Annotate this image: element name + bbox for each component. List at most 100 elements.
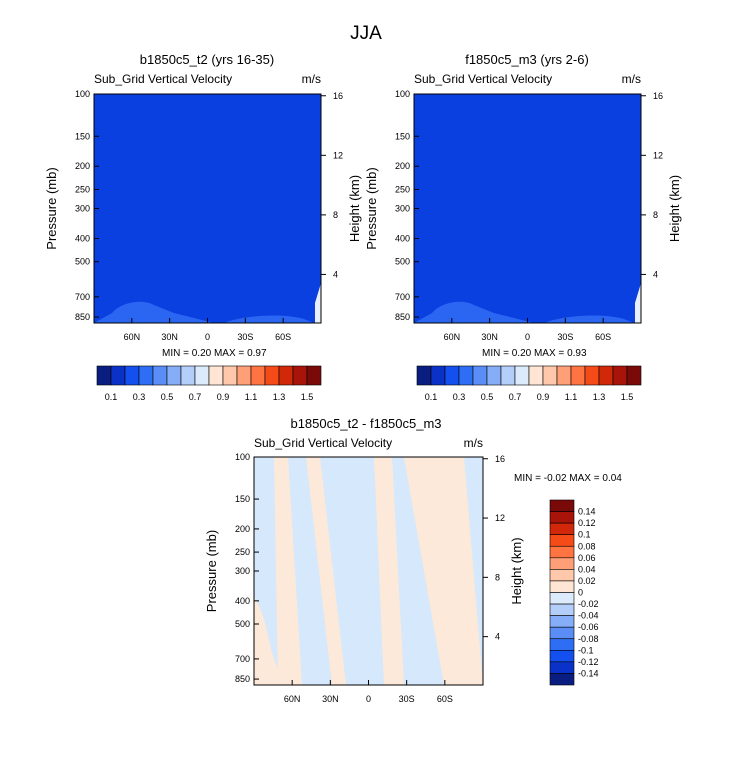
min-max-stats: MIN = 0.20 MAX = 0.97 (162, 348, 267, 359)
x-tick-label: 30N (322, 694, 339, 704)
y-tick-label: 850 (395, 312, 410, 322)
max-label: MAX = (531, 348, 567, 359)
x-tick-label: 30S (237, 332, 253, 342)
y-axis-label: Pressure (mb) (44, 167, 59, 249)
y-right-tick-label: 8 (495, 572, 500, 582)
min-max-stats: MIN = 0.20 MAX = 0.93 (482, 348, 587, 359)
colorbar-swatch (250, 365, 266, 386)
colorbar-label: 0.04 (578, 564, 596, 574)
y-right-tick-label: 16 (333, 91, 343, 101)
colorbar-swatch (556, 365, 572, 386)
colorbar-swatch (549, 592, 575, 605)
y-right-tick-label: 4 (333, 269, 338, 279)
y-tick-label: 300 (395, 204, 410, 214)
page-title: JJA (350, 23, 382, 44)
chart-title: b1850c5_t2 - f1850c5_m3 (290, 416, 441, 431)
colorbar-label: 0.08 (578, 541, 596, 551)
x-tick-label: 60S (437, 694, 453, 704)
x-tick-label: 0 (366, 694, 371, 704)
plot-area (254, 457, 483, 685)
y-tick-label: 150 (395, 131, 410, 141)
field-contour-patch (224, 315, 314, 323)
chart-panels: b1850c5_t2 (yrs 16-35) Sub_Grid Vertical … (44, 52, 682, 704)
colorbar-swatch (549, 569, 575, 582)
field-contour-patch (315, 283, 321, 323)
x-tick-label: 0 (205, 332, 210, 342)
colorbar-swatch (444, 365, 460, 386)
y-axis-label: Pressure (mb) (204, 530, 219, 612)
field-contour-patch (635, 283, 641, 323)
colorbar-swatch (584, 365, 600, 386)
colorbar-swatch (626, 365, 642, 386)
colorbar-swatch (570, 365, 586, 386)
colorbar-swatch (292, 365, 308, 386)
field-background (94, 94, 321, 323)
colorbar-swatch (549, 673, 575, 686)
x-tick-label: 30N (161, 332, 178, 342)
field-background (414, 94, 641, 323)
colorbar-swatch (416, 365, 432, 386)
colorbar-swatch (598, 365, 614, 386)
colorbar-swatch (278, 365, 294, 386)
y-tick-label: 400 (75, 233, 90, 243)
y-tick-label: 250 (75, 184, 90, 194)
y-tick-label: 250 (235, 547, 250, 557)
plot-area (414, 94, 641, 323)
min-label: MIN = (482, 348, 512, 359)
colorbar-label: 1.1 (565, 392, 578, 402)
colorbar-swatch (208, 365, 224, 386)
chart-title: f1850c5_m3 (yrs 2-6) (465, 52, 589, 67)
field-contour-patch (544, 315, 634, 323)
field-contour-patch (404, 457, 483, 685)
variable-label: Sub_Grid Vertical Velocity (414, 72, 552, 86)
chart-title: b1850c5_t2 (yrs 16-35) (140, 52, 274, 67)
colorbar-swatch (549, 511, 575, 524)
colorbar-swatch (549, 522, 575, 535)
y-tick-label: 400 (395, 233, 410, 243)
colorbar-swatch (528, 365, 544, 386)
colorbar-swatch (549, 638, 575, 651)
colorbar-label: -0.1 (578, 645, 594, 655)
min-label: MIN = (162, 348, 192, 359)
y-axis-label: Pressure (mb) (364, 167, 379, 249)
field-contour-patch (374, 457, 404, 685)
colorbar-label: 0.1 (578, 530, 591, 540)
min-max-stats: MIN = -0.02 MAX = 0.04 (514, 473, 622, 484)
colorbar-swatch (542, 365, 558, 386)
colorbar-swatch (514, 365, 530, 386)
colorbar-label: 0.06 (578, 553, 596, 563)
y-tick-label: 400 (235, 596, 250, 606)
units-label: m/s (622, 72, 641, 86)
colorbar-swatch (486, 365, 502, 386)
field-contour-patch (254, 597, 294, 685)
y-right-tick-label: 4 (653, 269, 658, 279)
colorbar-label: 0.5 (481, 392, 494, 402)
y-tick-label: 850 (75, 312, 90, 322)
colorbar-swatch (264, 365, 280, 386)
colorbar-label: 1.5 (621, 392, 634, 402)
colorbar-label: 1.3 (593, 392, 606, 402)
variable-label: Sub_Grid Vertical Velocity (254, 436, 392, 450)
colorbar-swatch (472, 365, 488, 386)
y-tick-label: 300 (75, 204, 90, 214)
colorbar-label: 0.7 (509, 392, 522, 402)
colorbar-swatch (236, 365, 252, 386)
units-label: m/s (302, 72, 321, 86)
x-tick-label: 60S (595, 332, 611, 342)
x-tick-label: 60S (275, 332, 291, 342)
colorbar-swatch (194, 365, 210, 386)
field-contour-patch (274, 457, 302, 685)
max-value: 0.97 (247, 348, 267, 359)
x-tick-label: 60N (444, 332, 461, 342)
colorbar-label: -0.12 (578, 657, 599, 667)
max-value: 0.04 (602, 473, 622, 484)
colorbar-label: -0.14 (578, 668, 599, 678)
y-tick-label: 100 (235, 452, 250, 462)
colorbar-label: 1.3 (273, 392, 286, 402)
x-tick-label: 30N (481, 332, 498, 342)
colorbar-label: 0.7 (189, 392, 202, 402)
y-tick-label: 150 (235, 494, 250, 504)
y-tick-label: 100 (75, 89, 90, 99)
colorbar-label: 0 (578, 588, 583, 598)
